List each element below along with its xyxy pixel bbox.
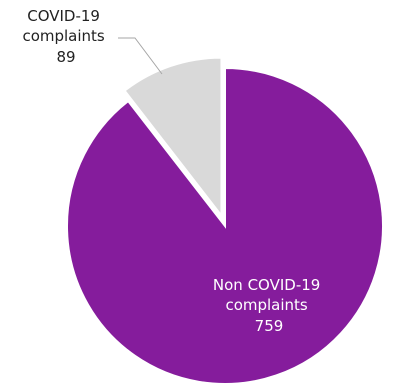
slice-label-non-covid-line-2: complaints <box>225 296 307 314</box>
leader-line <box>118 37 163 75</box>
pie-slice-covid-complaints <box>123 56 223 219</box>
slice-label-covid-line-1: COVID-19 <box>27 7 100 25</box>
slice-value-non-covid: 759 <box>255 317 284 335</box>
slice-label-covid-complaints: COVID-19 complaints 89 <box>22 7 109 66</box>
slice-value-covid: 89 <box>56 48 75 66</box>
slice-label-non-covid-complaints: Non COVID-19 complaints 759 <box>213 276 325 335</box>
slice-label-non-covid-line-1: Non COVID-19 <box>213 276 320 294</box>
slice-label-covid-line-2: complaints <box>22 27 104 45</box>
pie-slice-non-covid-complaints <box>66 66 384 385</box>
